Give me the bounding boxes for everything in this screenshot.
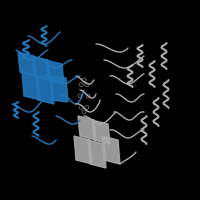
Polygon shape	[74, 136, 92, 164]
Polygon shape	[92, 120, 110, 144]
Polygon shape	[32, 56, 50, 80]
Polygon shape	[88, 140, 106, 168]
Polygon shape	[78, 116, 96, 140]
Polygon shape	[22, 72, 40, 100]
Polygon shape	[46, 60, 64, 84]
Polygon shape	[50, 76, 68, 102]
Polygon shape	[36, 76, 54, 104]
Polygon shape	[102, 136, 120, 164]
Polygon shape	[18, 52, 36, 76]
